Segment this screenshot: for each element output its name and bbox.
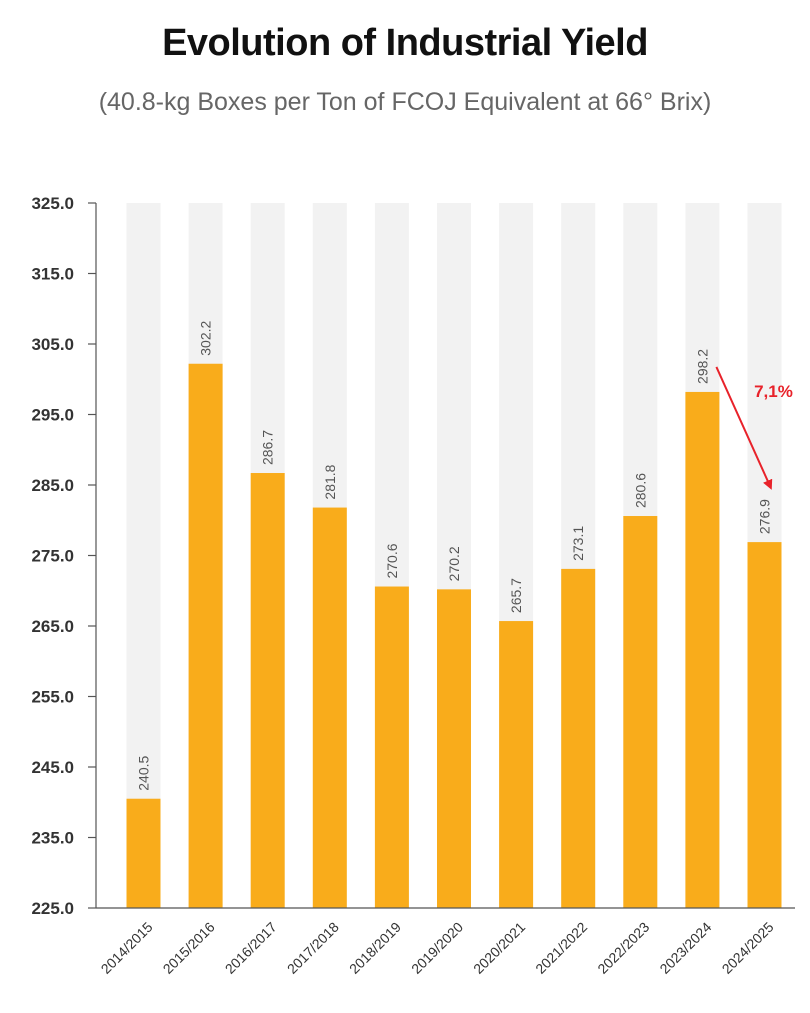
bar-value-label: 270.6 xyxy=(384,543,400,578)
y-tick-label: 255.0 xyxy=(31,688,74,707)
x-tick-label: 2015/2016 xyxy=(160,919,218,977)
change-arrow xyxy=(715,366,773,490)
bar xyxy=(561,568,596,908)
bar xyxy=(437,589,471,908)
change-annotation: 7,1% xyxy=(754,382,793,401)
x-tick-label: 2019/2020 xyxy=(408,919,466,977)
chart-title: Evolution of Industrial Yield xyxy=(162,22,648,64)
bar-value-label: 273.1 xyxy=(570,526,586,561)
y-tick-label: 305.0 xyxy=(31,335,74,354)
x-tick-label: 2021/2022 xyxy=(532,919,590,977)
x-tick-label: 2023/2024 xyxy=(656,919,714,977)
bar xyxy=(685,391,720,908)
y-tick-label: 325.0 xyxy=(31,194,74,213)
y-tick-label: 285.0 xyxy=(31,476,74,495)
x-tick-label: 2017/2018 xyxy=(284,919,342,977)
bar xyxy=(250,473,285,908)
x-tick-label: 2020/2021 xyxy=(470,919,528,977)
y-tick-label: 265.0 xyxy=(31,617,74,636)
x-tick-label: 2022/2023 xyxy=(594,919,652,977)
x-tick-label: 2014/2015 xyxy=(98,919,156,977)
y-tick-label: 315.0 xyxy=(31,265,74,284)
bar xyxy=(312,507,347,908)
bar xyxy=(499,621,534,908)
bar-value-label: 270.2 xyxy=(446,546,462,581)
bar-value-label: 240.5 xyxy=(136,755,152,790)
bar xyxy=(374,586,409,908)
x-tick-label: 2018/2019 xyxy=(346,919,404,977)
bar-value-label: 302.2 xyxy=(198,320,214,355)
y-tick-label: 275.0 xyxy=(31,547,74,566)
bar xyxy=(126,798,161,908)
bar xyxy=(188,363,223,908)
bar-value-label: 286.7 xyxy=(260,430,276,465)
y-tick-label: 295.0 xyxy=(31,406,74,425)
bar-value-label: 265.7 xyxy=(508,578,524,613)
y-tick-label: 245.0 xyxy=(31,758,74,777)
bar-value-label: 298.2 xyxy=(694,349,710,384)
chart-subtitle: (40.8-kg Boxes per Ton of FCOJ Equivalen… xyxy=(98,88,712,116)
bar-value-label: 276.9 xyxy=(757,499,773,534)
bar xyxy=(623,516,658,908)
bar-value-label: 280.6 xyxy=(632,473,648,508)
bar xyxy=(747,542,782,908)
y-tick-label: 235.0 xyxy=(31,829,74,848)
x-tick-label: 2016/2017 xyxy=(222,919,280,977)
bar-track xyxy=(126,203,161,908)
y-tick-label: 225.0 xyxy=(31,899,74,918)
x-tick-label: 2024/2025 xyxy=(719,919,777,977)
bar-value-label: 281.8 xyxy=(322,464,338,499)
